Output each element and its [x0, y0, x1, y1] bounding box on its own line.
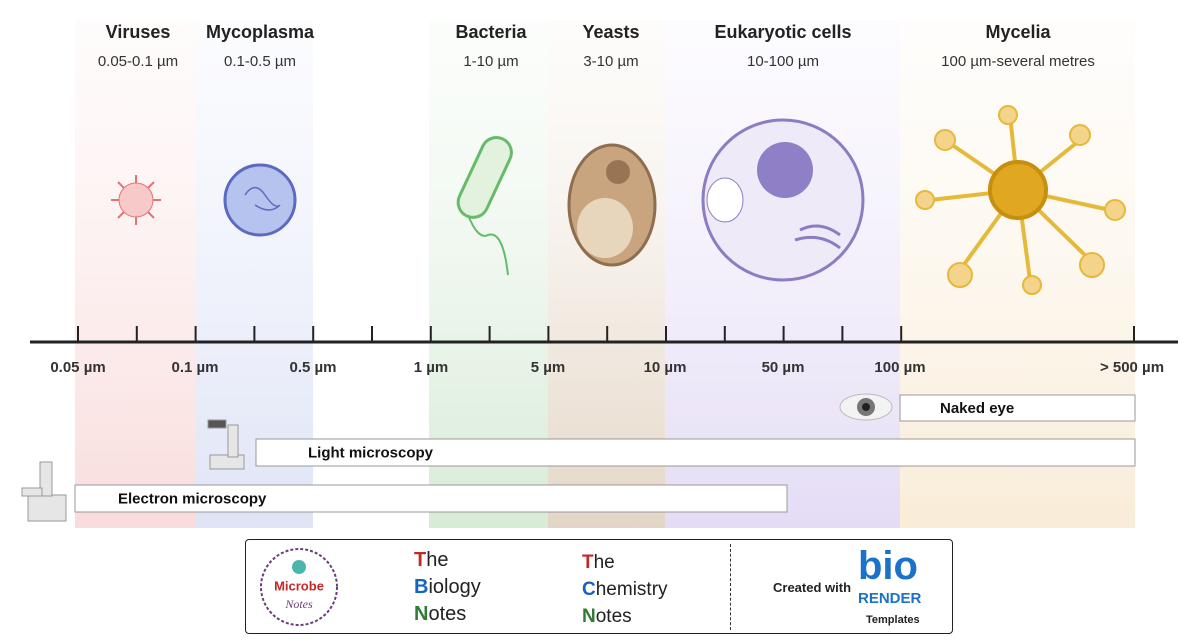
organism-name: Eukaryotic cells	[714, 22, 851, 42]
logo-word: The	[414, 549, 449, 571]
mycelia-icon	[915, 105, 1126, 295]
organism-name: Mycoplasma	[206, 22, 315, 42]
biology-notes-logo: The Biology Notes	[414, 547, 481, 628]
organism-size: 100 µm-several metres	[941, 53, 1095, 70]
axis-label: 0.5 µm	[290, 359, 337, 376]
organism-size: 0.05-0.1 µm	[98, 53, 178, 70]
organism-size: 10-100 µm	[747, 53, 819, 70]
eye-icon	[839, 393, 893, 421]
logo-word: Biology	[414, 576, 481, 598]
axis-label: 1 µm	[414, 359, 449, 376]
axis-label: 100 µm	[874, 359, 925, 376]
organism-name: Viruses	[106, 22, 171, 42]
organism-size: 0.1-0.5 µm	[224, 53, 296, 70]
logo-word: The	[582, 552, 615, 573]
organism-name: Mycelia	[985, 22, 1051, 42]
microscope-icon	[207, 419, 245, 470]
electron-microscope-icon	[21, 461, 67, 522]
axis-label: 10 µm	[644, 359, 687, 376]
brand-bio: bio	[858, 544, 918, 588]
axis-label: 0.05 µm	[50, 359, 105, 376]
organism-size: 1-10 µm	[463, 53, 518, 70]
axis-label: > 500 µm	[1100, 359, 1164, 376]
axis-label: 0.1 µm	[172, 359, 219, 376]
brand-templates: Templates	[866, 614, 920, 626]
method-bar	[899, 394, 1136, 422]
method-label: Electron microscopy	[118, 490, 267, 507]
diagram: Viruses 0.05-0.1 µm Mycoplasma 0.1-0.5 µm Ba…	[21, 20, 1178, 528]
mycoplasma-dna	[244, 186, 281, 211]
method-label: Naked eye	[940, 400, 1014, 417]
organism-size: 3-10 µm	[583, 53, 638, 70]
method-bar	[74, 484, 788, 513]
organism-name: Yeasts	[582, 22, 639, 42]
yeast-icon	[567, 143, 657, 267]
logo-word: Notes	[414, 603, 467, 625]
axis-label: 50 µm	[762, 359, 805, 376]
virus-icon	[111, 175, 161, 225]
footer: Microbe Notes The Biology Notes The Chem…	[245, 539, 953, 634]
logo-word: Chemistry	[582, 579, 668, 600]
axis-label: 5 µm	[531, 359, 566, 376]
microbe-notes-name: Microbe	[274, 578, 324, 593]
logo-word: Notes	[582, 606, 632, 627]
bacteria-icon	[456, 136, 513, 276]
method-bar	[255, 438, 1136, 467]
illustrations	[111, 105, 1126, 295]
microbe-notes-logo: Microbe Notes	[260, 548, 338, 626]
method-label: Light microscopy	[308, 444, 434, 461]
credit-text: Created with	[773, 580, 852, 595]
mycoplasma-icon	[223, 163, 297, 237]
eukaryotic-cell-icon	[701, 118, 865, 282]
microbe-notes-sub: Notes	[284, 597, 313, 611]
brand-render: RENDER	[858, 590, 922, 607]
organism-name: Bacteria	[455, 22, 527, 42]
chemistry-notes-logo: The Chemistry Notes	[582, 549, 668, 630]
divider	[730, 544, 731, 630]
